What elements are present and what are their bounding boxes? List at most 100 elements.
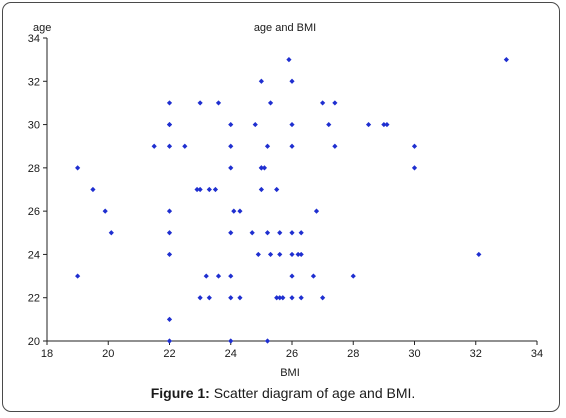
figure-frame [2, 2, 560, 412]
scatter-point [258, 165, 264, 171]
caption-label: Figure 1: [150, 385, 210, 401]
scatter-point [194, 186, 200, 193]
scatter-point [274, 295, 280, 301]
scatter-point [252, 121, 258, 128]
scatter-point [320, 295, 326, 301]
scatter-point [289, 121, 295, 128]
scatter-point [228, 121, 234, 128]
scatter-point [267, 251, 274, 258]
scatter-point [215, 273, 222, 279]
scatter-point [166, 316, 173, 322]
scatter-point [264, 143, 271, 149]
x-axis-label: BMI [280, 367, 300, 379]
scatter-point [215, 100, 222, 106]
scatter-point [228, 338, 234, 344]
scatter-point [264, 230, 271, 236]
scatter-point [289, 295, 295, 301]
scatter-point [289, 230, 295, 236]
y-tick-label: 24 [28, 249, 40, 261]
scatter-point [108, 230, 114, 236]
scatter-point [411, 143, 418, 149]
x-tick-label: 34 [531, 348, 543, 360]
scatter-point [75, 273, 81, 279]
y-axis-label: age [33, 22, 51, 34]
scatter-point [326, 121, 332, 128]
scatter-point [289, 143, 295, 149]
scatter-point [332, 100, 338, 106]
y-tick-label: 28 [28, 163, 40, 175]
x-tick-label: 18 [41, 348, 53, 360]
scatter-point [310, 273, 317, 279]
y-tick-label: 26 [28, 206, 40, 218]
scatter-point [228, 165, 234, 171]
scatter-point [350, 273, 356, 279]
scatter-point [228, 295, 234, 301]
x-tick-label: 32 [470, 348, 482, 360]
scatter-point [102, 208, 108, 214]
scatter-point [313, 208, 320, 214]
scatter-point [320, 100, 326, 106]
scatter-point [289, 78, 295, 84]
scatter-point [166, 208, 173, 214]
scatter-point [280, 295, 286, 301]
scatter-point [289, 273, 295, 279]
data-points [75, 57, 509, 344]
scatter-point [237, 295, 243, 301]
scatter-point [277, 251, 283, 258]
scatter-point [237, 208, 243, 214]
y-tick-label: 20 [28, 336, 40, 348]
scatter-point [289, 251, 295, 258]
scatter-point [197, 295, 203, 301]
scatter-point [166, 230, 173, 236]
scatter-point [277, 295, 283, 301]
x-tick-label: 28 [347, 348, 359, 360]
scatter-point [203, 273, 209, 279]
scatter-point [298, 251, 304, 258]
scatter-point [381, 121, 387, 128]
scatter-point [264, 338, 271, 344]
scatter-point [258, 186, 264, 193]
y-tick-label: 22 [28, 293, 40, 305]
scatter-point [166, 121, 173, 128]
scatter-point [197, 186, 203, 193]
scatter-point [411, 165, 418, 171]
scatter-point [298, 230, 304, 236]
scatter-point [212, 186, 219, 193]
scatter-point [228, 143, 234, 149]
scatter-point [90, 186, 96, 193]
scatter-point [261, 165, 268, 171]
scatter-point [151, 143, 157, 149]
scatter-point [258, 78, 264, 84]
y-tick-label: 30 [28, 120, 40, 132]
scatter-point [298, 295, 304, 301]
scatter-point [255, 251, 261, 258]
scatter-point [332, 143, 338, 149]
scatter-point [197, 100, 203, 106]
scatter-point [267, 100, 274, 106]
x-tick-label: 24 [225, 348, 237, 360]
scatter-point [295, 251, 301, 258]
scatter-point [231, 208, 237, 214]
chart-title: age and BMI [254, 22, 316, 34]
scatter-point [75, 165, 81, 171]
scatter-point [228, 273, 234, 279]
x-tick-label: 22 [163, 348, 175, 360]
scatter-point [206, 295, 212, 301]
scatter-point [286, 57, 292, 63]
x-tick-label: 20 [102, 348, 114, 360]
scatter-point [249, 230, 255, 236]
scatter-point [166, 100, 173, 106]
scatter-point [182, 143, 188, 149]
scatter-point [365, 121, 372, 128]
y-tick-label: 34 [28, 33, 40, 45]
y-tick-label: 32 [28, 76, 40, 88]
x-tick-label: 30 [408, 348, 420, 360]
scatter-point [476, 251, 482, 258]
scatter-point [277, 230, 283, 236]
scatter-point [166, 338, 173, 344]
scatter-point [384, 121, 390, 128]
scatter-point [274, 186, 280, 193]
x-tick-label: 26 [286, 348, 298, 360]
